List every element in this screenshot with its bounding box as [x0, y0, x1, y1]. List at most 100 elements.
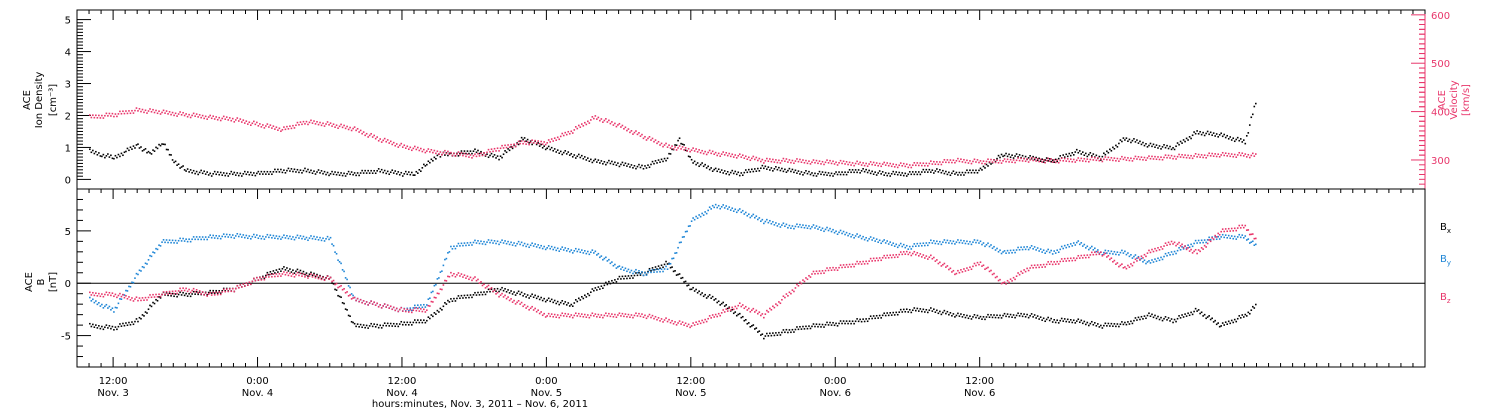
by-point: [420, 304, 422, 306]
by-point: [645, 274, 648, 276]
velocity-point: [644, 135, 646, 138]
bz-point: [171, 290, 174, 293]
bz-point: [862, 260, 864, 263]
bz-point: [283, 271, 285, 273]
bx-point: [821, 323, 824, 326]
bx-point: [614, 279, 616, 281]
by-point: [663, 268, 666, 270]
by-point: [219, 237, 222, 240]
by-point: [648, 269, 651, 271]
density-point: [407, 171, 410, 173]
top-right-ylabel-line2: Velocity: [1449, 80, 1460, 119]
bz-point: [678, 320, 681, 322]
top-right-ylabel: ACE Velocity [km/s]: [1437, 80, 1472, 119]
bx-point: [899, 308, 902, 311]
bx-point: [815, 323, 818, 326]
density-point: [784, 168, 786, 171]
by-point: [410, 309, 413, 312]
velocity-point: [781, 159, 783, 162]
velocity-point: [125, 110, 127, 112]
bx-point: [1008, 315, 1010, 318]
density-point: [385, 172, 388, 175]
density-point: [98, 152, 100, 154]
density-point: [213, 170, 216, 173]
density-point: [155, 146, 157, 149]
by-point: [499, 241, 502, 244]
velocity-point: [415, 148, 418, 151]
bz-point: [1065, 260, 1068, 262]
density-point: [815, 175, 818, 177]
bx-point: [1116, 323, 1119, 325]
bz-point: [1247, 229, 1250, 231]
by-point: [194, 238, 196, 241]
bz-point: [788, 291, 791, 294]
bz-point: [469, 276, 472, 279]
bx-point: [143, 315, 145, 317]
bx-point: [349, 315, 351, 318]
density-point: [1173, 148, 1176, 151]
bz-point: [567, 313, 570, 315]
bz-point: [585, 316, 588, 319]
density-point: [720, 169, 723, 171]
by-point: [215, 234, 218, 237]
density-point: [582, 157, 585, 160]
by-point: [880, 242, 882, 245]
velocity-point: [432, 151, 434, 154]
by-point: [964, 242, 967, 245]
bx-point: [949, 312, 952, 314]
bz-point: [391, 308, 394, 311]
velocity-point: [441, 154, 443, 156]
bx-point: [465, 296, 467, 299]
by-point: [1154, 258, 1156, 260]
bx-point: [498, 290, 500, 293]
density-point: [958, 171, 961, 174]
bx-point: [266, 271, 269, 274]
density-point: [1184, 140, 1186, 143]
by-point: [260, 237, 263, 240]
by-point: [832, 228, 834, 231]
velocity-point: [716, 154, 718, 157]
top-left-ylabel-line1: ACE: [22, 90, 33, 110]
bz-point: [526, 305, 529, 308]
bz-point: [143, 299, 145, 301]
velocity-point: [902, 162, 905, 165]
density-point: [747, 168, 750, 171]
density-point: [957, 174, 959, 176]
by-point: [899, 242, 902, 245]
bx-point: [1169, 320, 1171, 322]
density-point: [704, 163, 706, 166]
velocity-point: [262, 124, 264, 126]
velocity-point: [240, 121, 243, 123]
density-point: [933, 172, 935, 174]
bz-point: [898, 253, 901, 256]
bx-point: [206, 294, 208, 296]
velocity-point: [474, 153, 476, 155]
bx-point: [463, 294, 466, 297]
by-point: [576, 250, 579, 253]
bz-point: [183, 289, 186, 292]
by-point: [141, 265, 144, 268]
bx-point: [954, 316, 956, 318]
by-point: [1214, 236, 1216, 238]
bz-point: [612, 315, 615, 318]
density-point: [943, 172, 946, 175]
bz-point: [1215, 236, 1218, 238]
velocity-point: [708, 149, 711, 152]
bx-point: [404, 323, 407, 326]
velocity-point: [448, 153, 451, 156]
by-point: [286, 234, 288, 237]
by-point: [1091, 245, 1093, 248]
velocity-point: [784, 160, 786, 163]
density-point: [295, 171, 297, 173]
density-point: [669, 153, 672, 155]
density-point: [847, 171, 849, 174]
velocity-point: [122, 110, 124, 113]
bz-point: [621, 312, 624, 315]
velocity-point: [156, 112, 159, 115]
density-point: [779, 169, 782, 172]
by-point: [490, 239, 493, 242]
velocity-point: [96, 116, 99, 119]
bz-point: [102, 295, 105, 298]
density-point: [119, 155, 121, 158]
bz-point: [660, 318, 663, 320]
